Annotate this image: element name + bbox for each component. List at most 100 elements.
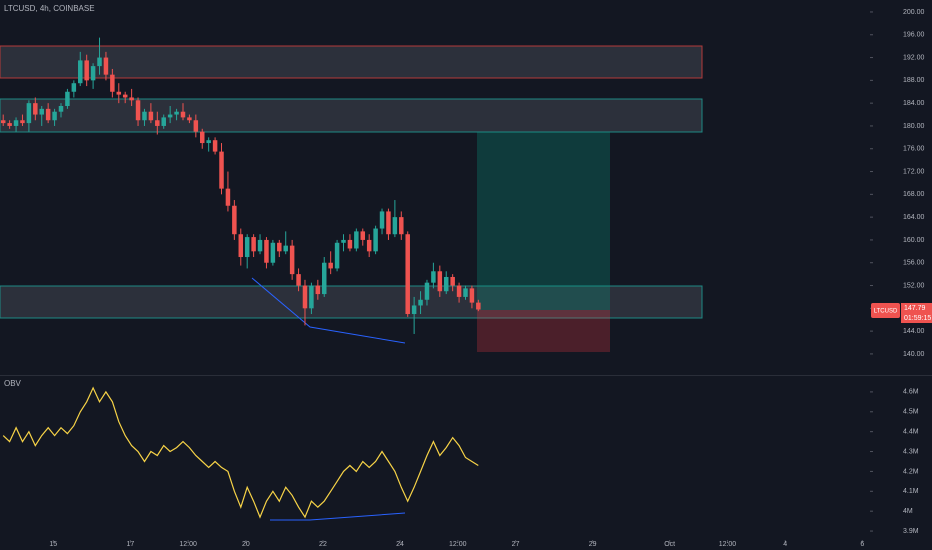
candle-body — [148, 111, 154, 121]
candle-body — [315, 285, 321, 295]
candle-body — [437, 271, 443, 292]
candle-body — [334, 242, 340, 269]
y-tick-label: 176.00 — [903, 146, 925, 153]
price-tag — [901, 303, 932, 323]
x-tick-label: 24 — [396, 541, 404, 548]
y-tick-label: 3.9M — [903, 528, 919, 535]
x-tick-label: 29 — [589, 541, 597, 548]
resistance-zone — [0, 45, 703, 79]
candle-body — [90, 66, 96, 81]
candle-body — [206, 140, 211, 144]
y-tick-label: 4.3M — [903, 448, 919, 455]
y-tick-label: 4.4M — [903, 429, 919, 436]
candle-body — [463, 288, 468, 297]
candle-body — [187, 117, 192, 121]
y-tick-label: 152.00 — [903, 282, 925, 289]
candle-body — [65, 91, 70, 107]
candle-body — [142, 111, 147, 121]
candle-body — [161, 117, 166, 126]
candle-body — [78, 60, 83, 84]
candle-body — [103, 57, 109, 75]
candle-body — [26, 103, 32, 124]
y-tick-label: 4.5M — [903, 409, 919, 416]
y-tick-label: 200.00 — [903, 9, 925, 16]
trend-line — [251, 277, 406, 344]
candle-body — [52, 111, 57, 121]
candle-body — [180, 111, 186, 118]
candle-body — [411, 305, 417, 315]
candle-body — [476, 302, 481, 310]
y-tick-label: 192.00 — [903, 54, 925, 61]
drawings — [0, 45, 932, 521]
candle-body — [347, 239, 353, 249]
x-tick-label: 12:00 — [449, 541, 467, 548]
x-tick-label: 12:00 — [179, 541, 197, 548]
candle-body — [424, 282, 430, 300]
candle-body — [7, 123, 12, 126]
candle-body — [219, 151, 224, 189]
candle-body — [232, 205, 237, 235]
x-tick-label: 15 — [49, 541, 57, 548]
candle-body — [193, 120, 199, 132]
candle-body — [167, 114, 173, 118]
candle-body — [0, 120, 6, 124]
y-tick-label: 184.00 — [903, 100, 925, 107]
y-tick-label: 164.00 — [903, 214, 925, 221]
candle-body — [212, 140, 218, 152]
candle-body — [289, 245, 295, 275]
target-zone — [477, 132, 610, 310]
x-tick-label: 12:00 — [719, 541, 737, 548]
candle-body — [71, 83, 77, 92]
candle-body — [456, 285, 462, 297]
y-tick-label: 140.00 — [903, 351, 925, 358]
candle-body — [373, 228, 378, 252]
candle-body — [469, 288, 475, 303]
candle-body — [174, 111, 179, 115]
resistance-zone — [0, 98, 703, 133]
candle-body — [122, 94, 128, 98]
y-tick-label: 160.00 — [903, 237, 925, 244]
candle-body — [443, 276, 449, 292]
candle-body — [277, 242, 282, 252]
x-tick-label: 17 — [126, 541, 134, 548]
candle-body — [39, 108, 44, 115]
candle-body — [379, 211, 385, 229]
y-tick-label: 144.00 — [903, 328, 925, 335]
candle-body — [431, 271, 436, 283]
x-tick-label: Oct — [664, 541, 675, 548]
y-tick-label: 156.00 — [903, 260, 925, 267]
x-tick-label: 22 — [319, 541, 327, 548]
candle-body — [110, 74, 115, 92]
indicator-title: OBV — [4, 379, 22, 388]
candle-body — [238, 234, 244, 258]
stop-zone — [477, 310, 610, 352]
price-tag-countdown: 01:59:15 — [904, 315, 931, 322]
candle-body — [392, 217, 398, 235]
candle-body — [200, 131, 205, 144]
candle-body — [84, 60, 89, 81]
candle-body — [264, 239, 269, 263]
candle-body — [302, 285, 308, 309]
x-tick-label: 6 — [860, 541, 864, 548]
candle-body — [251, 237, 256, 252]
candle-body — [225, 188, 231, 206]
y-tick-label: 172.00 — [903, 168, 925, 175]
y-tick-label: 4.2M — [903, 468, 919, 475]
candle-body — [296, 274, 301, 286]
symbol-tag-text: LTCUSD — [874, 309, 898, 315]
candle-body — [405, 234, 410, 315]
candle-body — [97, 57, 102, 67]
candle-body — [321, 262, 327, 295]
candle-body — [45, 108, 51, 121]
y-tick-label: 4.1M — [903, 488, 919, 495]
y-tick-label: 168.00 — [903, 191, 925, 198]
candle-body — [328, 262, 333, 269]
trend-line — [270, 512, 406, 521]
candle-body — [386, 211, 391, 235]
candle-body — [257, 239, 263, 252]
y-tick-label: 196.00 — [903, 32, 925, 39]
candle-body — [341, 239, 346, 243]
obv-line — [2, 386, 479, 519]
symbol-tag — [871, 303, 900, 318]
y-tick-label: 4.6M — [903, 389, 919, 396]
